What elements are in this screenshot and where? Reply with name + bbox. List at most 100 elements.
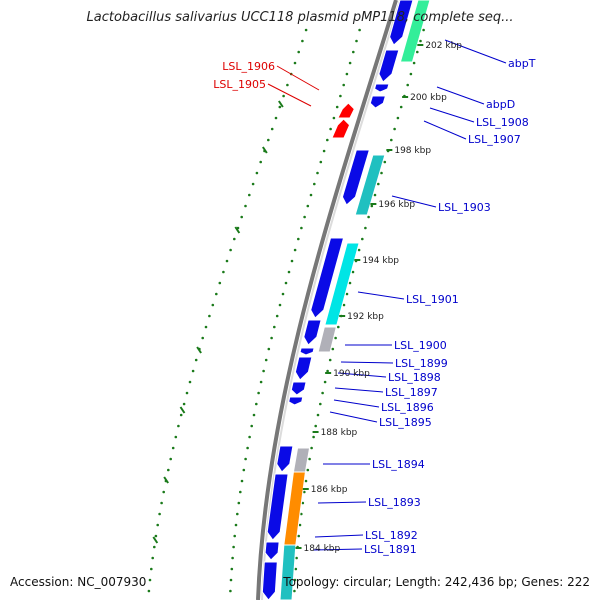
gc-dot — [244, 457, 247, 461]
gc-dot — [259, 380, 263, 384]
gc-dot — [300, 226, 303, 230]
label-leader-line — [333, 399, 380, 408]
gene-arrow[interactable] — [276, 445, 294, 473]
gc-dot — [337, 325, 340, 329]
gene-arrow[interactable] — [310, 237, 345, 319]
gene-arrow-reverse[interactable] — [337, 102, 355, 119]
gc-dot — [361, 237, 364, 241]
label-leader-line — [340, 361, 394, 364]
gene-label[interactable]: LSL_1901 — [406, 293, 459, 306]
gc-dot — [233, 534, 236, 538]
gene-arrow[interactable] — [378, 49, 400, 83]
gene-arrow[interactable] — [261, 561, 278, 600]
gc-dot — [230, 567, 234, 571]
gene-label[interactable]: LSL_1895 — [379, 416, 432, 429]
gc-dot — [156, 523, 159, 527]
gene-label[interactable]: LSL_1900 — [394, 339, 447, 352]
gc-dot — [150, 567, 153, 571]
gc-dot — [303, 490, 306, 494]
gc-dash — [163, 476, 169, 484]
topology-text: Topology: circular; Length: 242,436 bp; … — [283, 575, 590, 589]
gene-label[interactable]: LSL_1898 — [388, 371, 441, 384]
gc-dot — [383, 160, 387, 164]
gc-dot — [422, 28, 425, 32]
gc-dot — [412, 61, 416, 65]
gc-dot — [331, 347, 335, 351]
gc-dot — [233, 237, 236, 241]
gene-label[interactable]: LSL_1896 — [381, 401, 434, 414]
gene-arrow[interactable] — [389, 0, 414, 46]
feature-block — [399, 0, 431, 63]
feature-track — [279, 0, 431, 600]
feature-block — [324, 242, 360, 326]
feature-block — [354, 154, 386, 216]
gc-dot — [267, 138, 270, 142]
scale-tick-label: 198 kbp — [394, 146, 431, 156]
gc-dot — [151, 556, 154, 560]
scale-tick-label: 184 kbp — [304, 544, 341, 554]
gc-dot — [236, 512, 239, 516]
gc-dot — [293, 578, 297, 582]
gene-arrow[interactable] — [266, 473, 289, 541]
gene-arrow[interactable] — [288, 396, 304, 406]
gene-label[interactable]: LSL_1899 — [395, 357, 448, 370]
gc-dot — [345, 292, 349, 296]
gc-dot — [399, 105, 403, 109]
gene-label[interactable]: abpD — [486, 98, 515, 111]
gc-dot — [231, 556, 234, 560]
label-leaders — [267, 39, 507, 551]
gc-dot — [225, 259, 229, 263]
gc-dot — [229, 578, 233, 582]
gc-dot — [287, 270, 291, 274]
label-leader-line — [444, 39, 507, 64]
gene-arrow[interactable] — [303, 319, 322, 346]
gc-dot — [328, 358, 332, 362]
gc-dot — [201, 336, 204, 340]
gene-label[interactable]: LSL_1893 — [368, 496, 421, 509]
gc-dot — [364, 226, 367, 230]
gene-arrow-reverse[interactable] — [331, 118, 351, 139]
gene-label[interactable]: LSL_1891 — [364, 543, 417, 556]
gene-arrow[interactable] — [264, 541, 280, 561]
gc-dot — [357, 248, 361, 252]
gc-dot — [339, 94, 342, 98]
gc-dash — [278, 100, 284, 108]
gene-label[interactable]: LSL_1908 — [476, 116, 529, 129]
gc-dot — [322, 149, 326, 153]
gc-dot — [300, 512, 303, 516]
gc-dot — [301, 501, 305, 505]
label-leader-line — [337, 372, 387, 378]
gc-dot — [191, 369, 195, 373]
gene-arrow[interactable] — [341, 149, 371, 206]
gene-label[interactable]: abpT — [508, 57, 536, 70]
gc-dot — [390, 138, 393, 142]
gene-arrow[interactable] — [290, 381, 307, 396]
gene-label-reverse[interactable]: LSL_1905 — [213, 78, 266, 91]
gc-dot — [295, 556, 298, 560]
gc-dot — [393, 127, 396, 131]
gc-dot — [251, 182, 255, 186]
label-leader-line — [312, 548, 363, 551]
scale-tick-label: 202 kbp — [425, 41, 462, 51]
gene-arrow[interactable] — [299, 347, 315, 356]
gene-label[interactable]: LSL_1892 — [365, 529, 418, 542]
label-leader-line — [334, 387, 384, 393]
gc-dot — [177, 424, 180, 428]
gc-dot — [153, 545, 156, 549]
gene-arrow[interactable] — [373, 83, 390, 93]
gc-dot — [188, 380, 192, 384]
gene-label[interactable]: LSL_1907 — [468, 133, 521, 146]
gc-dot — [248, 193, 251, 197]
gc-dot — [419, 39, 422, 43]
gene-label[interactable]: LSL_1897 — [385, 386, 438, 399]
gene-label-reverse[interactable]: LSL_1906 — [222, 60, 275, 73]
gene-arrow[interactable] — [294, 356, 313, 381]
gene-label[interactable]: LSL_1894 — [372, 458, 425, 471]
gc-dot — [298, 523, 302, 527]
gc-dot — [246, 446, 249, 450]
gene-label[interactable]: LSL_1903 — [438, 201, 491, 214]
gene-arrow[interactable] — [369, 95, 387, 109]
gc-dot — [342, 83, 346, 87]
gc-dot — [148, 578, 152, 582]
